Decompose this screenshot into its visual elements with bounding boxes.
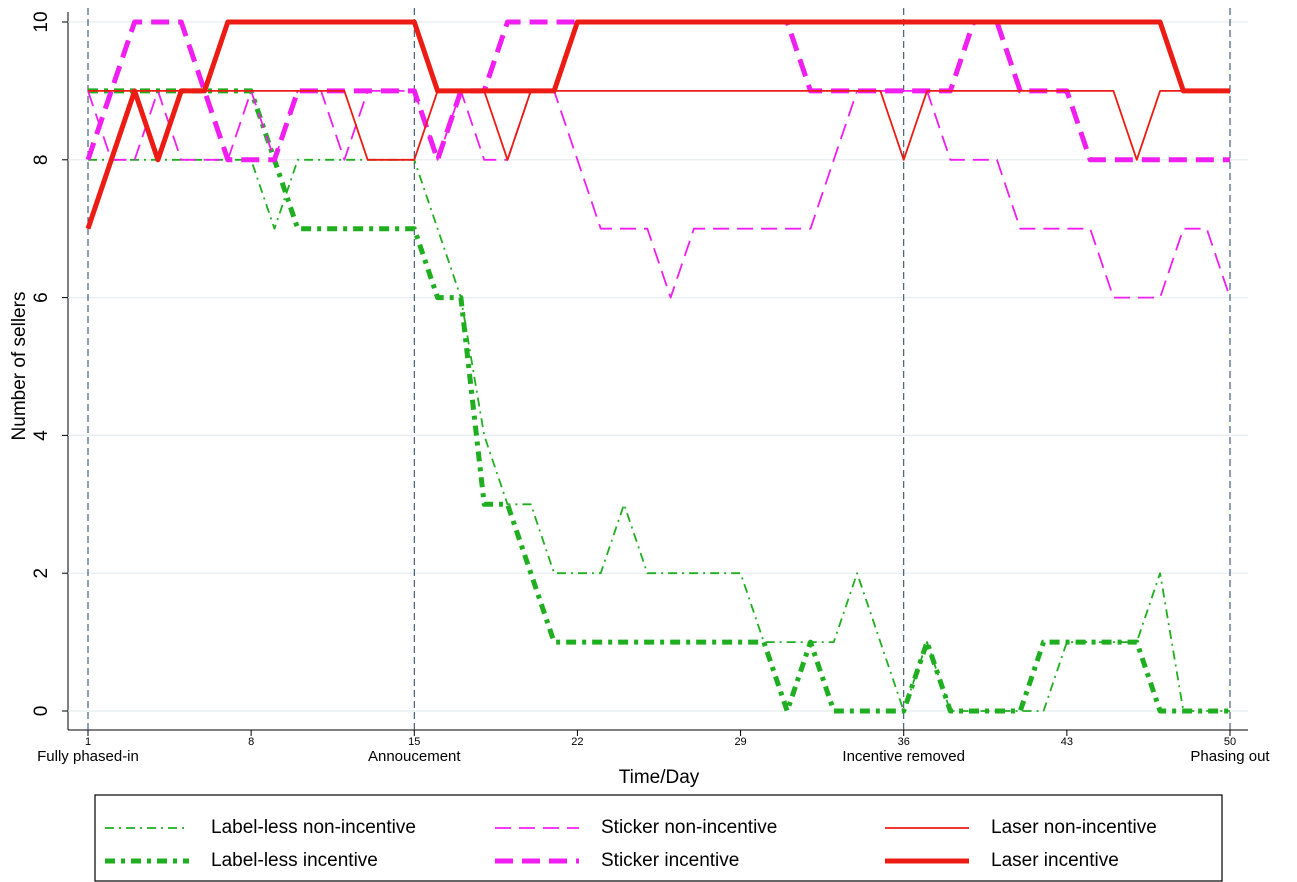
y-tick-label: 0 <box>31 706 52 717</box>
event-label: Incentive removed <box>842 748 965 765</box>
legend-label: Laser incentive <box>991 850 1119 871</box>
series-line <box>88 88 1230 714</box>
x-tick-label: 8 <box>248 736 254 748</box>
x-axis-label: Time/Day <box>619 767 700 788</box>
legend-label: Label-less incentive <box>211 850 378 871</box>
x-tick-label: 43 <box>1061 736 1073 748</box>
y-tick-label: 8 <box>31 155 52 166</box>
event-label: Phasing out <box>1190 748 1270 765</box>
legend-label: Laser non-incentive <box>991 817 1157 838</box>
x-tick-label: 50 <box>1224 736 1236 748</box>
x-tick-label: 15 <box>408 736 420 748</box>
x-tick-label: 22 <box>571 736 583 748</box>
series-line <box>85 19 1230 230</box>
legend-box <box>94 794 1223 882</box>
y-tick-label: 6 <box>31 292 52 303</box>
series-line <box>87 90 1231 299</box>
y-tick-label: 10 <box>31 11 52 32</box>
y-tick-label: 2 <box>31 568 52 579</box>
x-tick-label: 29 <box>734 736 746 748</box>
legend-label: Label-less non-incentive <box>211 817 416 838</box>
x-tick-label: 1 <box>85 736 91 748</box>
y-axis-label: Number of sellers <box>9 292 30 441</box>
event-label: Fully phased-in <box>37 748 139 765</box>
y-tick-label: 4 <box>31 430 52 441</box>
legend-label: Sticker non-incentive <box>601 817 777 838</box>
legend-label: Sticker incentive <box>601 850 739 871</box>
x-tick-label: 36 <box>898 736 910 748</box>
series-line <box>88 90 1230 161</box>
event-label: Annoucement <box>368 748 461 765</box>
